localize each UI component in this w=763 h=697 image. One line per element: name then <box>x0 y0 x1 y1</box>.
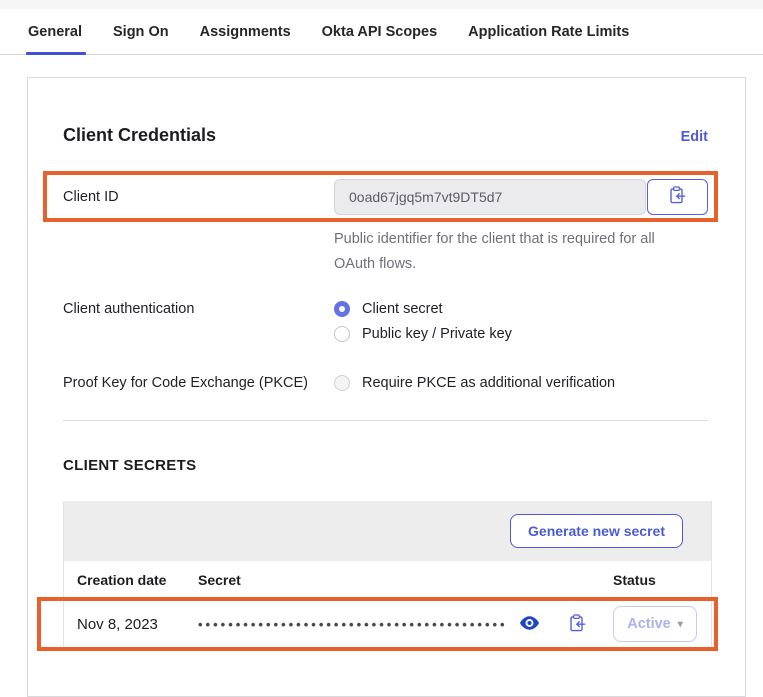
clipboard-copy-icon <box>669 186 686 207</box>
reveal-secret-button[interactable] <box>520 615 539 633</box>
radio-client-secret[interactable] <box>334 301 350 317</box>
column-header-creation-date: Creation date <box>77 571 167 588</box>
client-id-input[interactable] <box>334 178 646 215</box>
pkce-checkbox[interactable] <box>334 375 350 391</box>
radio-public-private-key-label: Public key / Private key <box>362 326 512 342</box>
option-require-pkce: Require PKCE as additional verification <box>334 375 615 391</box>
status-label: Active <box>627 616 671 632</box>
section-title: Client Credentials <box>63 125 217 145</box>
pkce-row: Proof Key for Code Exchange (PKCE) Requi… <box>63 375 708 391</box>
pkce-label: Proof Key for Code Exchange (PKCE) <box>63 375 309 391</box>
secrets-table-toolbar: Generate new secret <box>64 501 711 561</box>
secret-creation-date: Nov 8, 2023 <box>77 615 158 633</box>
status-dropdown[interactable]: Active ▾ <box>613 606 697 642</box>
chevron-down-icon: ▾ <box>677 618 683 630</box>
client-id-help-text: Public identifier for the client that is… <box>334 231 655 272</box>
client-authentication-label: Client authentication <box>63 301 195 317</box>
radio-client-secret-label: Client secret <box>362 301 443 317</box>
page-top-strip <box>0 0 763 9</box>
client-secrets-title: CLIENT SECRETS <box>63 457 197 474</box>
column-header-status: Status <box>613 571 656 588</box>
option-client-secret: Client secret <box>334 301 512 317</box>
masked-secret-value: ••••••••••••••••••••••••••••••••••••••••… <box>198 616 508 632</box>
client-id-label: Client ID <box>63 188 119 205</box>
tab-application-rate-limits[interactable]: Application Rate Limits <box>468 23 630 40</box>
edit-link[interactable]: Edit <box>680 129 708 145</box>
tab-okta-api-scopes[interactable]: Okta API Scopes <box>321 23 438 40</box>
tab-assignments[interactable]: Assignments <box>199 23 291 40</box>
eye-icon <box>520 615 539 633</box>
clipboard-copy-icon <box>570 613 586 635</box>
client-credentials-card: Client Credentials Edit Client ID <box>27 77 746 697</box>
secrets-table-header: Creation date Secret Status <box>64 561 711 599</box>
copy-secret-button[interactable] <box>570 613 586 635</box>
column-header-secret: Secret <box>198 571 241 588</box>
client-credentials-header: Client Credentials Edit <box>63 125 708 146</box>
pkce-checkbox-label: Require PKCE as additional verification <box>362 375 616 391</box>
copy-client-id-button[interactable] <box>647 178 708 215</box>
client-id-input-group <box>334 178 708 215</box>
client-secrets-table: Generate new secret Creation date Secret… <box>37 501 718 651</box>
highlight-box-client-id: Client ID <box>43 171 718 222</box>
secret-table-row: Nov 8, 2023 ••••••••••••••••••••••••••••… <box>37 597 718 651</box>
radio-public-private-key[interactable] <box>334 326 350 342</box>
app-tab-bar: General Sign On Assignments Okta API Sco… <box>0 9 763 55</box>
tab-general[interactable]: General <box>26 9 86 55</box>
client-authentication-row: Client authentication Client secret Publ… <box>63 301 708 342</box>
section-divider <box>63 420 708 421</box>
generate-new-secret-button[interactable]: Generate new secret <box>510 514 683 548</box>
tab-sign-on[interactable]: Sign On <box>113 23 169 40</box>
option-public-private-key: Public key / Private key <box>334 326 512 342</box>
